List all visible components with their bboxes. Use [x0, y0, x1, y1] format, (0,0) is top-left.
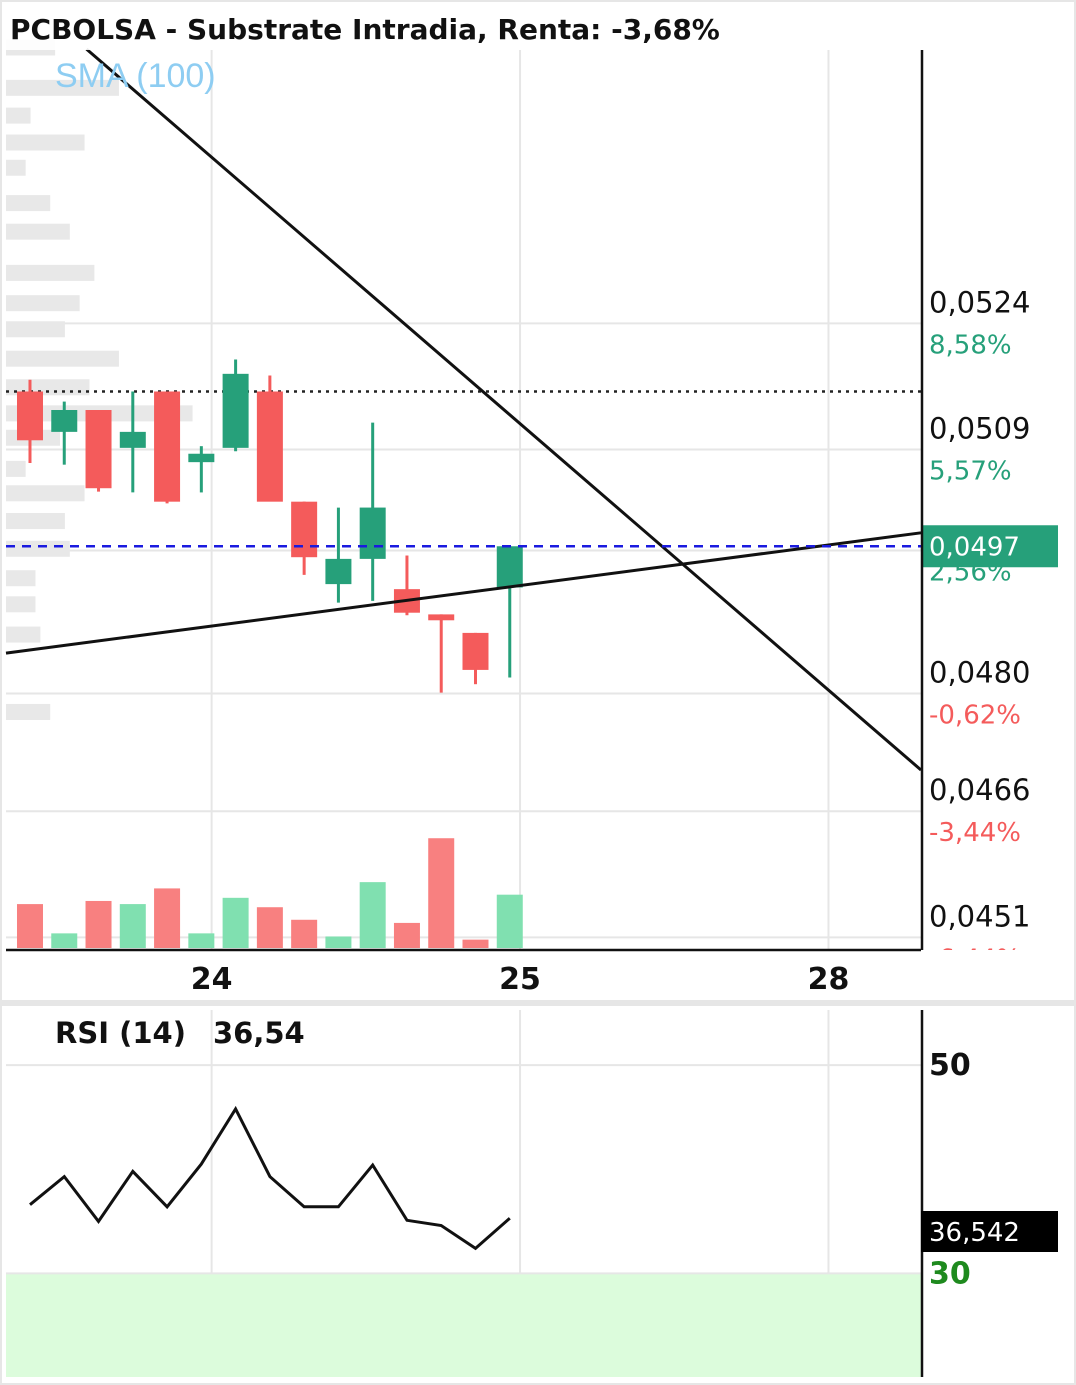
volume-profile-bar — [6, 513, 65, 530]
volume-profile-bar — [6, 134, 85, 151]
volume-bar — [154, 888, 181, 948]
rsi-current-value: 36,54 — [213, 1016, 305, 1050]
candle-body — [256, 391, 283, 502]
candle-body — [85, 410, 112, 489]
volume-bar — [496, 894, 523, 948]
volume-profile-bar — [6, 626, 41, 643]
volume-profile-bar — [6, 540, 70, 557]
trend-line — [5, 531, 922, 655]
volume-profile-bar — [6, 350, 119, 367]
current-price-tag-text: 0,0497 — [929, 532, 1020, 562]
rsi-line — [29, 1105, 511, 1251]
candle-body — [119, 431, 146, 448]
axes: 0,0524 8,58% 0,0509 5,57% 2,56% 0,0480 -0,62% 0… — [2, 50, 1074, 1377]
y-tick-pct: 8,58% — [929, 330, 1012, 360]
axis-mask — [921, 950, 1071, 1004]
volume-profile-bar — [6, 295, 80, 312]
volume-bar — [291, 919, 318, 948]
candle-body — [359, 507, 386, 559]
y-tick-pct: -3,44% — [929, 818, 1021, 848]
current-price-line: 0,0497 — [6, 525, 1058, 568]
volume-bar — [222, 897, 249, 948]
rsi-value-tag-text: 36,542 — [929, 1218, 1020, 1248]
volume-profile-bar — [6, 264, 95, 281]
sma-label: SMA (100) — [55, 57, 216, 95]
chart-title: PCBOLSA - Substrate Intradia, Renta: -3,… — [10, 13, 720, 46]
volume-profile-bar — [6, 223, 70, 240]
volume-bar — [393, 922, 420, 948]
y-tick-pct: 5,57% — [929, 457, 1012, 487]
volume-profile-bar — [6, 159, 26, 176]
volume-profile-bar — [6, 321, 65, 338]
panel-divider — [2, 1000, 1074, 1006]
rsi-y-tick-label: 30 — [929, 1256, 971, 1291]
candle-body — [154, 391, 181, 502]
rsi-panel — [6, 1064, 921, 1377]
candle-body — [462, 632, 489, 670]
volume-profile-bar — [6, 596, 36, 613]
candle-body — [51, 410, 78, 432]
y-tick-label: 0,0509 — [929, 412, 1030, 446]
y-tick-pct: 2,56% — [929, 557, 1012, 587]
current-price-tag — [921, 525, 1058, 568]
y-tick-pct: -0,62% — [929, 700, 1021, 730]
volume-bar — [428, 838, 455, 948]
y-tick-label: 0,0466 — [929, 773, 1030, 807]
candle-body — [291, 501, 318, 558]
volume-bar — [16, 904, 43, 948]
volume-profile-bar — [6, 107, 31, 124]
title-background — [4, 4, 920, 50]
candle-body — [428, 614, 455, 621]
volume-profile-bar — [6, 485, 85, 502]
trend-line — [85, 48, 922, 772]
rsi-value-tag — [921, 1211, 1058, 1252]
rsi-y-tick-label: 50 — [929, 1048, 971, 1083]
y-tick-label: 0,0480 — [929, 655, 1030, 689]
candlesticks — [16, 359, 523, 693]
candle-body — [16, 391, 43, 441]
volume-bar — [119, 904, 146, 948]
volume-bar — [359, 882, 386, 948]
volume-bar — [462, 939, 489, 948]
x-tick-label: 28 — [808, 962, 850, 997]
candle-body — [222, 373, 249, 448]
volume-profile-bar — [6, 460, 26, 477]
volume-bar — [51, 933, 78, 948]
volume-bar — [325, 936, 352, 948]
grid-lines — [6, 50, 921, 1377]
trend-lines — [5, 48, 922, 772]
volume-profile — [6, 39, 193, 720]
volume-profile-bar — [6, 703, 51, 720]
candle-body — [325, 558, 352, 585]
rsi-oversold-zone — [6, 1273, 921, 1377]
volume-bar — [188, 933, 215, 948]
candle-body — [188, 453, 215, 463]
y-tick-label: 0,0524 — [929, 285, 1030, 319]
volume-profile-bar — [6, 379, 90, 396]
rsi-title: RSI (14) — [55, 1016, 186, 1050]
volume-profile-bar — [6, 195, 51, 212]
volume-bar — [85, 900, 112, 948]
volume-bar — [256, 907, 283, 948]
volume-bars — [16, 838, 523, 948]
volume-profile-bar — [6, 570, 36, 587]
x-tick-label: 24 — [191, 962, 233, 997]
y-tick-label: 0,0451 — [929, 899, 1030, 933]
volume-profile-bar — [6, 79, 119, 96]
candle-body — [496, 546, 523, 588]
x-tick-label: 25 — [499, 962, 541, 997]
